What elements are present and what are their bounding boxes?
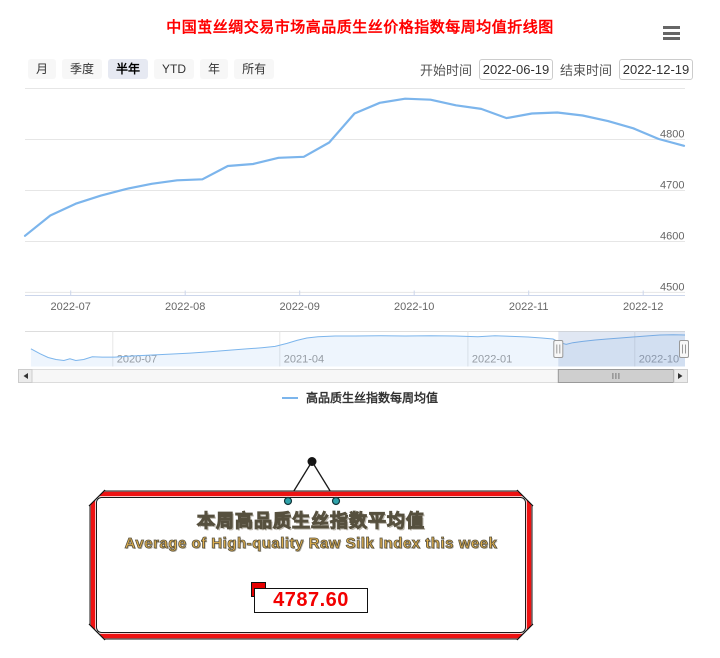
y-axis-label: 4600: [660, 231, 684, 243]
page-title: 中国茧丝绸交易市场高品质生丝价格指数每周均值折线图: [166, 19, 554, 36]
hanging-sign: [88, 457, 534, 641]
navigator-chart: 2020-072021-042022-012022-10: [18, 331, 689, 383]
navigator-area-fill: [30, 334, 685, 367]
navigator-tick-label: 2022-01: [472, 354, 512, 366]
corner-mount-bottom-right: [516, 623, 534, 641]
date-range-controls: 开始时间 结束时间: [420, 59, 693, 80]
start-time-label: 开始时间: [419, 63, 472, 78]
weekly-average-value: 4787.60: [273, 589, 349, 611]
x-axis-label: 2022-08: [165, 301, 205, 313]
navigator-tick-label: 2021-04: [284, 354, 324, 366]
legend-line-marker: [281, 396, 298, 399]
sign-red-frame: [90, 491, 532, 639]
x-axis-label: 2022-07: [51, 301, 91, 313]
navigator-tick-label: 2022-10: [639, 354, 679, 366]
main-chart: 4500 4600 4700 4800 2022-07 2022-08 2022-09 202…: [23, 88, 686, 313]
sign-inner-border: [96, 497, 526, 633]
card-subtitle: Average of High-quality Raw Silk Index t…: [124, 535, 498, 553]
pin-left: [283, 496, 293, 506]
range-button-年[interactable]: 年: [200, 59, 229, 79]
legend-label: 高品质生丝指数每周均值: [305, 391, 438, 405]
navigator-line: [30, 334, 686, 362]
pin-right: [331, 496, 341, 506]
range-selector: 月季度 半年 YTD 年所有: [28, 59, 275, 79]
range-button-半年[interactable]: 半年: [108, 59, 149, 79]
x-axis-label: 2022-12: [623, 301, 663, 313]
hamburger-menu-icon[interactable]: [663, 26, 680, 43]
legend-item[interactable]: 高品质生丝指数每周均值: [0, 389, 720, 406]
corner-mount-top-right: [516, 489, 534, 507]
y-axis-label: 4700: [660, 180, 684, 192]
y-axis-label: 4800: [660, 129, 684, 141]
corner-mount-bottom-left: [88, 623, 106, 641]
card-title: 本周高品质生丝指数平均值: [197, 511, 425, 532]
x-axis-label: 2022-11: [509, 301, 549, 313]
value-box: 4787.60: [254, 588, 368, 613]
sign-board: [89, 490, 533, 640]
range-button-月[interactable]: 月: [28, 59, 57, 79]
navigator-handle-right[interactable]: [679, 340, 689, 358]
navigator-selected-mask[interactable]: [558, 331, 685, 367]
y-axis-label: 4500: [660, 281, 684, 293]
scrollbar-left-arrow-icon: [23, 373, 28, 379]
range-button-YTD[interactable]: YTD: [154, 59, 195, 79]
end-date-input[interactable]: [619, 59, 693, 80]
corner-mount-top-left: [88, 489, 106, 507]
range-button-季度[interactable]: 季度: [62, 59, 103, 79]
end-time-label: 结束时间: [559, 63, 612, 78]
navigator-handle-left[interactable]: [553, 340, 564, 358]
scrollbar-right-arrow-icon: [678, 373, 683, 379]
start-date-input[interactable]: [478, 59, 553, 80]
x-axis-label: 2022-09: [280, 301, 320, 313]
x-axis-label: 2022-10: [394, 301, 434, 313]
range-button-所有[interactable]: 所有: [234, 59, 275, 79]
price-line-series: [23, 97, 686, 237]
